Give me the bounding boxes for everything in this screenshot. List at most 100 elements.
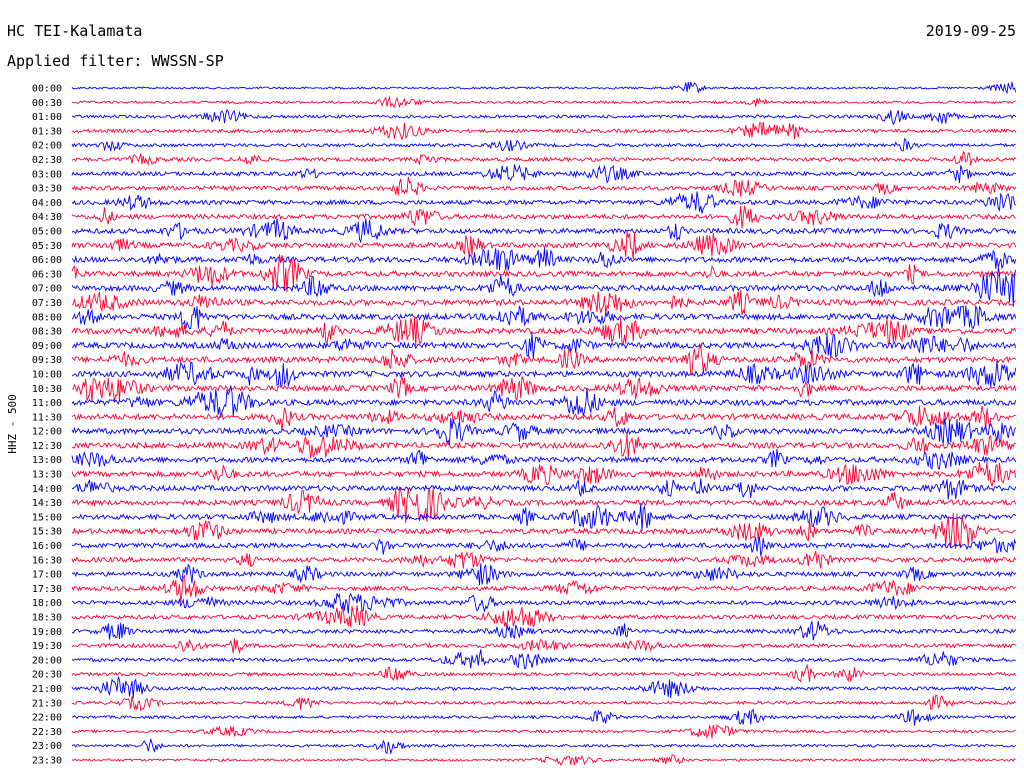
row-time-label: 16:30	[32, 555, 62, 566]
trace-row-1200	[71, 418, 1017, 446]
trace-row-1000	[71, 360, 1017, 387]
row-time-label: 08:30	[32, 327, 62, 338]
row-time-label: 08:00	[32, 312, 62, 323]
trace-row-1900	[71, 621, 1017, 641]
trace-row-0200	[71, 138, 1016, 152]
trace-row-0100	[71, 108, 1017, 126]
row-time-label: 18:30	[32, 613, 62, 624]
trace-row-2130	[71, 694, 1017, 712]
trace-row-1800	[71, 592, 1017, 614]
trace-row-1400	[71, 478, 1017, 500]
trace-row-2200	[71, 708, 1016, 726]
row-time-label: 21:30	[32, 698, 62, 709]
row-time-label: 04:30	[32, 212, 62, 223]
trace-row-0730	[71, 289, 1016, 315]
row-time-label: 23:30	[32, 756, 62, 767]
trace-row-1830	[71, 605, 1017, 628]
row-time-label: 03:30	[32, 184, 62, 195]
row-time-label: 11:00	[32, 398, 62, 409]
station-title: HC TEI-Kalamata	[7, 22, 142, 40]
row-time-label: 09:00	[32, 341, 62, 352]
trace-row-0530	[71, 231, 1017, 260]
channel-axis-label: HHZ - 500	[6, 394, 19, 454]
trace-row-0800	[71, 305, 1017, 330]
row-time-label: 05:30	[32, 241, 62, 252]
row-time-label: 15:30	[32, 527, 62, 538]
row-time-label: 17:00	[32, 570, 62, 581]
trace-row-1730	[71, 574, 1017, 603]
row-time-label: 06:00	[32, 255, 62, 266]
row-time-label: 22:00	[32, 713, 62, 724]
trace-row-0400	[71, 191, 1017, 214]
row-time-label: 07:30	[32, 298, 62, 309]
row-time-label: 06:30	[32, 269, 62, 280]
trace-row-1100	[71, 385, 1017, 418]
trace-row-2000	[71, 649, 1017, 669]
row-time-label: 07:00	[32, 284, 62, 295]
row-time-label: 12:30	[32, 441, 62, 452]
trace-row-2330	[71, 754, 1016, 766]
trace-row-0600	[71, 248, 1017, 271]
trace-row-1230	[71, 433, 1016, 459]
row-time-label: 18:00	[32, 598, 62, 609]
trace-row-2230	[71, 724, 1016, 739]
row-time-label: 13:30	[32, 470, 62, 481]
row-time-label: 02:30	[32, 155, 62, 166]
row-time-label: 00:00	[32, 84, 62, 95]
trace-row-1700	[71, 563, 1017, 586]
filter-label: Applied filter: WWSSN-SP	[7, 52, 224, 70]
row-time-label: 13:00	[32, 455, 62, 466]
row-time-label: 10:30	[32, 384, 62, 395]
trace-row-1600	[71, 536, 1017, 557]
trace-row-1630	[71, 550, 1017, 569]
row-time-label: 15:00	[32, 512, 62, 523]
row-time-label: 21:00	[32, 684, 62, 695]
trace-row-0130	[71, 121, 1017, 141]
row-time-label: 04:00	[32, 198, 62, 209]
row-time-label: 05:00	[32, 226, 62, 237]
trace-row-2300	[71, 737, 1016, 755]
row-time-label: 23:00	[32, 741, 62, 752]
trace-row-0300	[71, 164, 1016, 184]
trace-rows: 00:00 00:30 01:00 01:30 02:00 02:30 03:00 03:30…	[32, 81, 1017, 767]
row-time-label: 22:30	[32, 727, 62, 738]
trace-row-0700	[71, 267, 1017, 307]
row-time-label: 02:00	[32, 141, 62, 152]
row-time-label: 01:00	[32, 112, 62, 123]
row-time-label: 20:30	[32, 670, 62, 681]
row-time-label: 20:00	[32, 655, 62, 666]
row-time-label: 00:30	[32, 98, 62, 109]
trace-row-0830	[71, 316, 1017, 346]
trace-row-0500	[71, 218, 1017, 244]
trace-row-0330	[71, 176, 1017, 197]
trace-row-1300	[71, 448, 1017, 470]
trace-row-1930	[71, 638, 1017, 655]
trace-row-0930	[71, 343, 1017, 376]
row-time-label: 17:30	[32, 584, 62, 595]
row-time-label: 03:00	[32, 169, 62, 180]
row-time-label: 10:00	[32, 369, 62, 380]
trace-row-0900	[71, 332, 1017, 359]
trace-row-2100	[71, 676, 1016, 699]
trace-row-1530	[71, 512, 1016, 549]
trace-row-0000	[71, 81, 1017, 95]
row-time-label: 19:00	[32, 627, 62, 638]
trace-row-0030	[71, 95, 1016, 109]
trace-row-2030	[71, 663, 1017, 683]
row-time-label: 01:30	[32, 126, 62, 137]
row-time-label: 11:30	[32, 412, 62, 423]
row-time-label: 19:30	[32, 641, 62, 652]
trace-row-0430	[71, 205, 1016, 229]
trace-row-1130	[71, 405, 1016, 431]
trace-row-1330	[71, 462, 1017, 487]
row-time-label: 14:30	[32, 498, 62, 509]
trace-row-0630	[71, 254, 1017, 293]
row-time-label: 09:30	[32, 355, 62, 366]
trace-row-1430	[71, 486, 1017, 524]
trace-row-1500	[71, 503, 1017, 531]
row-time-label: 12:00	[32, 427, 62, 438]
trace-row-1030	[71, 375, 1017, 403]
row-time-label: 14:00	[32, 484, 62, 495]
date-label: 2019-09-25	[926, 22, 1016, 40]
